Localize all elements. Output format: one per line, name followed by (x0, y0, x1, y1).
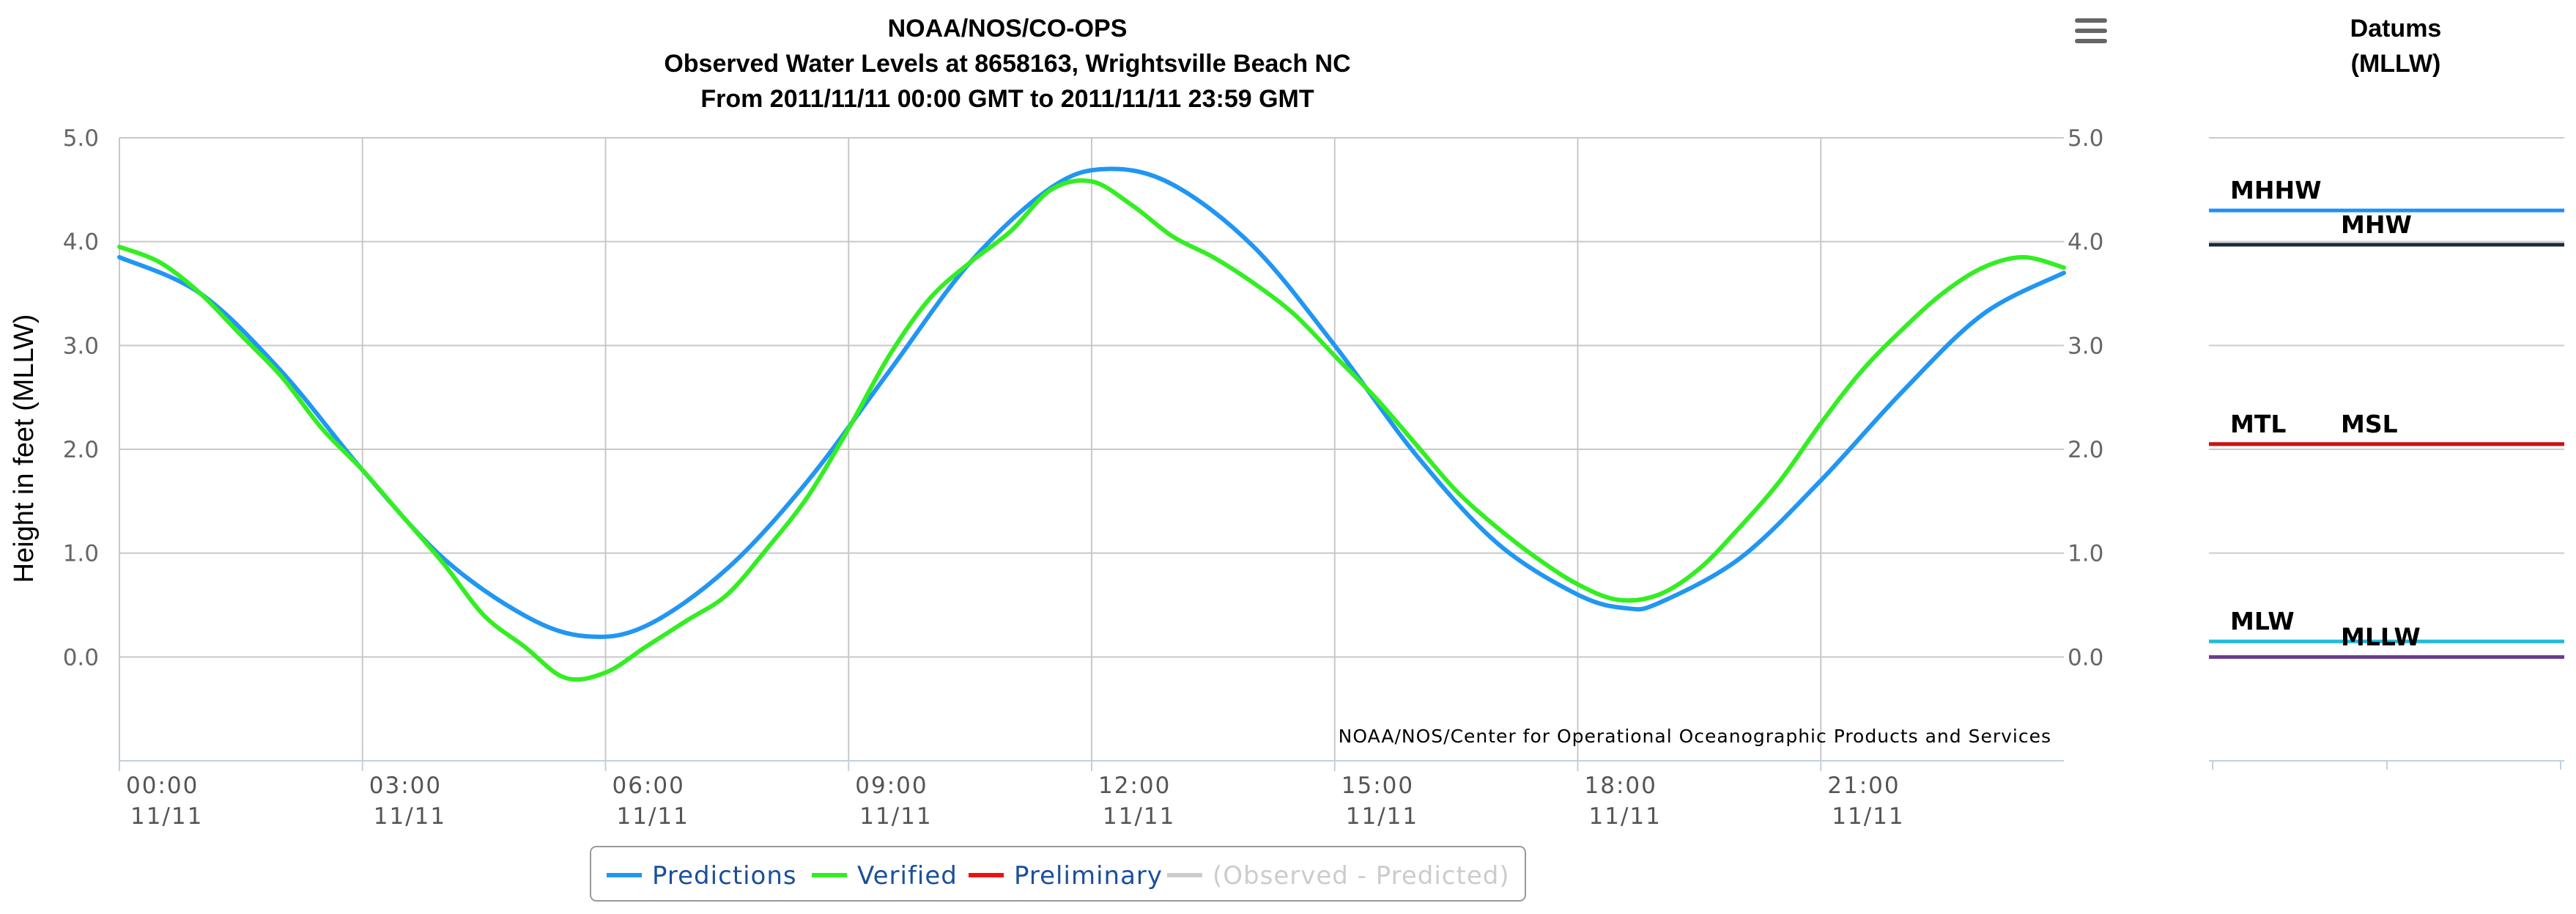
datum-label-mhw: MHW (2341, 210, 2412, 239)
x-tick-time: 21:00 (1827, 773, 1900, 799)
x-tick-time: 00:00 (126, 773, 199, 799)
y-tick-label: 2.0 (63, 437, 99, 463)
legend-item[interactable]: (Observed - Predicted) (1167, 861, 1510, 891)
legend-label: (Observed - Predicted) (1213, 861, 1510, 891)
y-axis-label: Height in feet (MLLW) (9, 314, 40, 583)
chart-subtitle: Observed Water Levels at 8658163, Wright… (664, 50, 1350, 78)
series-verified-line (117, 178, 2066, 682)
x-tick-date: 11/11 (1346, 803, 1418, 830)
y-axis-right: 5.0 4.0 3.0 2.0 1.0 0.0 (2068, 125, 2103, 671)
y-tick-label: 1.0 (63, 541, 99, 567)
datums-subtitle: (MLLW) (2351, 50, 2441, 78)
datum-label-mlw: MLW (2230, 607, 2295, 635)
y-axis-left: 5.0 4.0 3.0 2.0 1.0 0.0 (63, 125, 99, 671)
legend: Predictions Verified Preliminary (Observed … (607, 861, 1510, 891)
legend-label: Preliminary (1014, 861, 1163, 891)
y-tick-label-right: 1.0 (2068, 541, 2103, 567)
x-tick-date: 11/11 (1589, 803, 1662, 830)
series-group (117, 166, 2066, 682)
x-tick-time: 18:00 (1585, 773, 1657, 799)
series-predictions-line (117, 166, 2066, 639)
datums-title: Datums (2350, 15, 2442, 43)
y-tick-label-right: 3.0 (2068, 333, 2103, 359)
legend-box (590, 846, 1526, 902)
y-tick-label-right: 0.0 (2068, 644, 2103, 671)
datum-label-msl: MSL (2341, 410, 2398, 438)
x-tick-time: 12:00 (1098, 773, 1171, 799)
x-tick-date: 11/11 (617, 803, 689, 830)
datum-label-mllw: MLLW (2341, 622, 2421, 651)
legend-label: Predictions (652, 861, 797, 891)
credit-text: NOAA/NOS/Center for Operational Oceanogr… (1339, 726, 2051, 747)
y-tick-label: 5.0 (63, 125, 99, 152)
x-tick-date: 11/11 (1832, 803, 1904, 830)
legend-item[interactable]: Verified (812, 861, 958, 891)
legend-label: Verified (857, 861, 958, 891)
x-tick-time: 03:00 (369, 773, 442, 799)
chart-date-range: From 2011/11/11 00:00 GMT to 2011/11/11 … (700, 85, 1314, 113)
y-tick-label: 0.0 (63, 644, 99, 671)
plot-grid (119, 137, 2064, 761)
y-tick-label-right: 2.0 (2068, 437, 2103, 463)
y-tick-label: 3.0 (63, 333, 99, 359)
datum-label-mhhw: MHHW (2230, 176, 2321, 204)
y-tick-label-right: 4.0 (2068, 229, 2103, 256)
datums-lines: MHHW MHW MTL MSL MLW MLLW (2209, 176, 2564, 659)
x-tick-time: 15:00 (1341, 773, 1414, 799)
y-tick-label-right: 5.0 (2068, 125, 2103, 152)
legend-item[interactable]: Predictions (607, 861, 797, 891)
datum-label-mtl: MTL (2230, 410, 2286, 438)
legend-item[interactable]: Preliminary (969, 861, 1163, 891)
x-tick-date: 11/11 (1103, 803, 1175, 830)
x-tick-time: 06:00 (612, 773, 685, 799)
x-tick-date: 11/11 (130, 803, 203, 830)
x-tick-date: 11/11 (859, 803, 932, 830)
chart-title: NOAA/NOS/CO-OPS (888, 15, 1128, 43)
x-tick-date: 11/11 (374, 803, 446, 830)
x-tick-time: 09:00 (855, 773, 928, 799)
y-tick-label: 4.0 (63, 229, 99, 256)
x-axis: 00:00 11/11 03:00 11/11 06:00 11/11 09:00 11/11… (119, 761, 1904, 830)
hamburger-menu-icon[interactable] (2059, 15, 2117, 51)
